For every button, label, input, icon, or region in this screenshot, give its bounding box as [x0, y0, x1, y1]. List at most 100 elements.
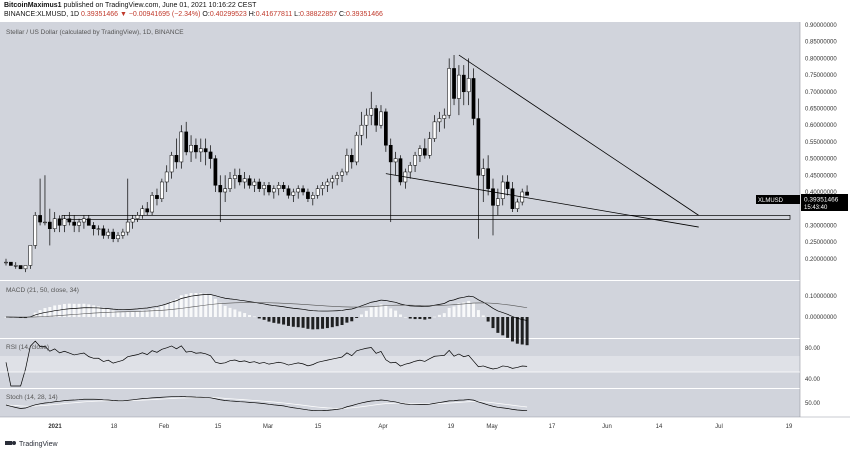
- rsi-label: RSI (14, close): [6, 344, 49, 351]
- candle: [510, 181, 515, 213]
- x-tick-label: 19: [786, 424, 793, 430]
- candle-body: [500, 181, 505, 199]
- candle: [116, 232, 120, 243]
- candle: [140, 205, 145, 219]
- candle-body: [233, 175, 237, 179]
- candle: [213, 155, 218, 192]
- candle: [28, 245, 33, 269]
- candle-body: [218, 185, 223, 193]
- macd-bar: [194, 292, 198, 317]
- candle: [252, 178, 257, 192]
- candle-body: [330, 178, 335, 183]
- macd-bar: [62, 303, 66, 317]
- stoch-k-line: [5, 396, 528, 412]
- macd-bar: [379, 304, 383, 317]
- x-axis: 2021 18 Feb 15 Mar 15 Apr 19 May 17 Jun 14 Jul 19: [48, 424, 793, 430]
- candle-body: [349, 155, 354, 163]
- y-tick-label: 0.45000000: [805, 173, 837, 179]
- candle: [369, 91, 374, 126]
- candle-body: [72, 221, 77, 226]
- candle: [228, 171, 232, 192]
- candle: [38, 178, 42, 226]
- candle: [437, 111, 442, 132]
- y-tick-label: 0.60000000: [805, 123, 837, 129]
- x-tick-label: Jul: [715, 424, 723, 430]
- y-tick-label: 0.80000000: [805, 56, 837, 62]
- candle-body: [393, 158, 398, 163]
- macd-bar: [131, 311, 135, 317]
- candle-body: [91, 225, 96, 229]
- candle-body: [325, 181, 330, 186]
- macd-bar: [472, 303, 476, 317]
- y-tick-label: 0.75000000: [805, 73, 837, 79]
- macd-bar: [243, 313, 247, 317]
- symbol-tag: XLMUSD: [758, 198, 784, 204]
- candle: [33, 212, 38, 249]
- macd-bar: [350, 317, 354, 322]
- candle-body: [140, 208, 145, 216]
- y-tick-label: 0.40000000: [805, 190, 837, 196]
- candle: [150, 192, 154, 216]
- candle: [13, 262, 18, 269]
- candle: [276, 181, 281, 196]
- candle: [427, 131, 432, 159]
- candle-body: [198, 148, 203, 153]
- candle: [452, 55, 456, 106]
- candle-body: [505, 181, 510, 189]
- candle-body: [306, 191, 310, 199]
- candle-body: [310, 195, 315, 199]
- candle-body: [125, 221, 130, 233]
- candle: [111, 228, 115, 243]
- candle-body: [4, 261, 8, 264]
- rsi-tick-1: 80.00: [805, 346, 821, 352]
- candle-body: [208, 151, 213, 159]
- candle-body: [369, 108, 374, 116]
- macd-bar: [296, 317, 300, 328]
- countdown-tag: 15:43:40: [804, 205, 828, 211]
- candle: [340, 168, 344, 182]
- macd-bar: [286, 317, 290, 326]
- candle: [86, 215, 91, 226]
- macd-bar: [58, 304, 62, 317]
- macd-bar: [330, 317, 334, 328]
- y-axis: 0.90000000 0.85000000 0.80000000 0.75000000…: [805, 23, 837, 263]
- macd-bar: [491, 317, 495, 329]
- candle: [398, 155, 403, 186]
- candle: [301, 185, 305, 196]
- macd-bar: [92, 305, 96, 317]
- candle-body: [111, 231, 115, 240]
- macd-bar: [345, 317, 349, 323]
- macd-bar: [233, 309, 237, 317]
- candle: [9, 261, 13, 266]
- x-tick-label: Apr: [378, 424, 387, 430]
- candle-body: [9, 261, 13, 266]
- candle: [203, 138, 208, 166]
- candle: [47, 208, 52, 246]
- macd-bar: [506, 317, 510, 338]
- candle: [257, 178, 262, 192]
- o-label: O:: [202, 11, 210, 18]
- candle: [67, 212, 72, 226]
- price-tag: 0.39351466: [804, 197, 839, 204]
- candle-body: [291, 191, 296, 196]
- candle-body: [272, 188, 276, 193]
- candle: [262, 181, 266, 196]
- macd-bar: [384, 305, 388, 317]
- candle: [43, 175, 47, 226]
- macd-bar: [223, 305, 227, 317]
- rsi-plot: [0, 340, 800, 387]
- macd-tick-1: 0.10000000: [805, 294, 837, 300]
- candle: [223, 175, 228, 203]
- candle: [18, 265, 23, 270]
- macd-bar: [291, 317, 295, 327]
- candle: [184, 121, 189, 156]
- x-tick-label: 17: [549, 424, 556, 430]
- rsi-tick-2: 40.00: [805, 377, 821, 383]
- candle: [52, 212, 57, 233]
- candle: [296, 185, 301, 199]
- macd-bar: [311, 317, 315, 330]
- candle-body: [184, 131, 189, 153]
- macd-bar: [520, 317, 524, 345]
